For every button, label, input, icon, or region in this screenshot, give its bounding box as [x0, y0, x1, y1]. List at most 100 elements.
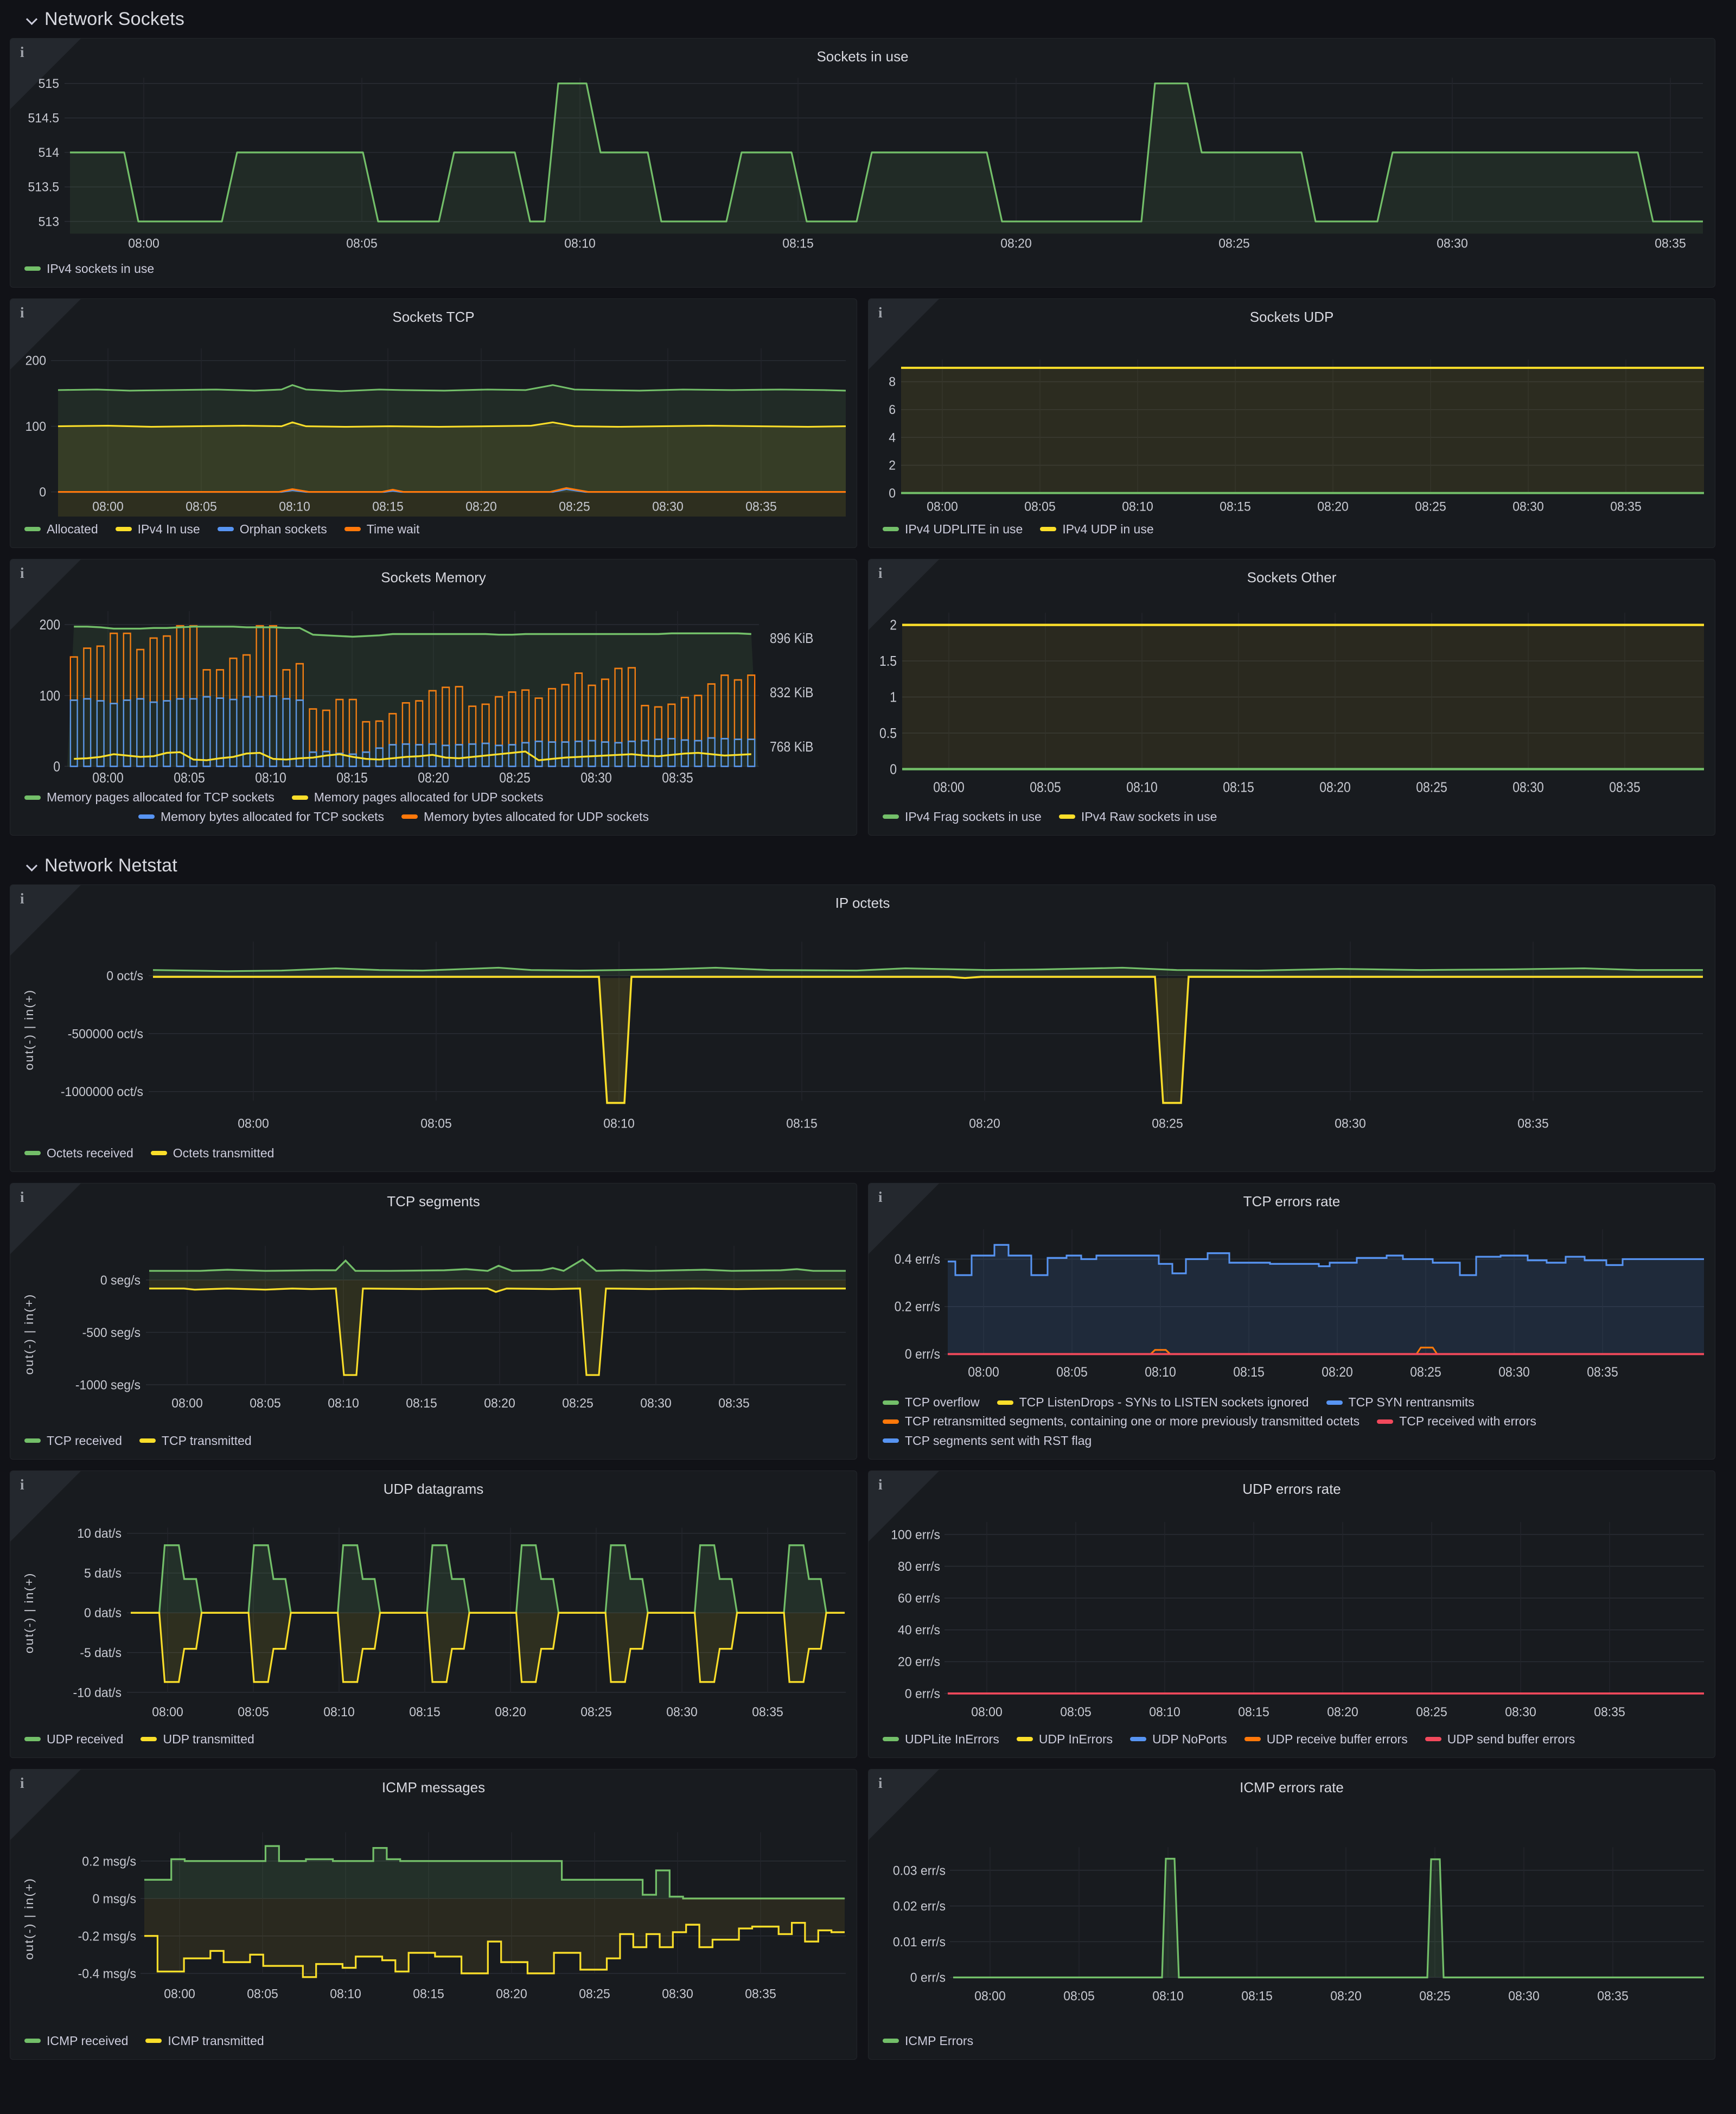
info-icon[interactable]: i — [20, 44, 24, 60]
svg-text:08:10: 08:10 — [1152, 1989, 1184, 2004]
panel-row: i UDP datagrams — [10, 1470, 1726, 1758]
legend-item[interactable]: IPv4 In use — [115, 522, 200, 536]
svg-text:08:30: 08:30 — [662, 1987, 693, 2002]
svg-text:08:20: 08:20 — [1319, 780, 1351, 795]
plot-area: 2 1.5 1 0.5 0 08:00 08:05 08:10 08:15 — [869, 588, 1715, 804]
y-axis-title: out(-) | in(+) — [22, 1294, 35, 1375]
legend-label: UDP NoPorts — [1152, 1731, 1227, 1746]
legend-item[interactable]: Octets transmitted — [150, 1146, 274, 1160]
chevron-down-icon[interactable] — [26, 859, 38, 871]
legend-item[interactable]: TCP overflow — [883, 1395, 980, 1409]
info-icon[interactable]: i — [20, 1189, 24, 1205]
panel-sockets-udp[interactable]: i Sockets UDP — [868, 298, 1715, 548]
panel-row: i ICMP messages — [10, 1769, 1726, 2060]
panel-icmp-errors-rate[interactable]: i ICMP errors rate — [868, 1769, 1715, 2060]
info-icon[interactable]: i — [878, 565, 883, 581]
legend-item[interactable]: UDP receive buffer errors — [1244, 1732, 1408, 1746]
legend-item[interactable]: TCP retransmitted segments, containing o… — [883, 1415, 1360, 1428]
legend-item[interactable]: Memory bytes allocated for TCP sockets — [138, 810, 384, 824]
svg-text:0: 0 — [53, 759, 60, 775]
panel-title: Sockets TCP — [392, 309, 475, 325]
info-icon[interactable]: i — [878, 1775, 883, 1791]
legend-item[interactable]: UDP NoPorts — [1130, 1731, 1227, 1746]
legend-item[interactable]: Memory pages allocated for UDP sockets — [291, 791, 543, 804]
info-icon[interactable]: i — [20, 890, 24, 907]
legend-color-swatch — [138, 814, 155, 819]
panel-legend: IPv4 sockets in use — [10, 256, 1715, 287]
y-axis-title: out(-) | in(+) — [22, 1572, 35, 1653]
legend-item[interactable]: Time wait — [344, 522, 419, 536]
legend-color-swatch — [217, 527, 234, 532]
legend-item[interactable]: TCP ListenDrops - SYNs to LISTEN sockets… — [997, 1395, 1309, 1409]
svg-text:2: 2 — [889, 458, 896, 472]
legend-item[interactable]: IPv4 Raw sockets in use — [1058, 810, 1217, 824]
series-icmp-transmitted — [144, 1922, 845, 1978]
panel-legend: ICMP received ICMP transmitted — [10, 2028, 857, 2059]
svg-text:08:35: 08:35 — [745, 499, 777, 513]
panel-udp-datagrams[interactable]: i UDP datagrams — [10, 1470, 857, 1758]
panel-legend: UDP received UDP transmitted — [10, 1727, 857, 1758]
section-title: Network Netstat — [44, 855, 177, 876]
panel-sockets-other[interactable]: i Sockets Other — [868, 559, 1715, 836]
legend-item[interactable]: IPv4 UDP in use — [1040, 522, 1154, 536]
legend-item[interactable]: TCP received — [24, 1434, 122, 1448]
panel-sockets-in-use[interactable]: i Sockets in use — [10, 38, 1715, 288]
svg-text:08:35: 08:35 — [1587, 1365, 1618, 1380]
legend-item[interactable]: ICMP transmitted — [145, 2034, 264, 2048]
legend-item[interactable]: TCP received with errors — [1377, 1415, 1536, 1428]
svg-text:08:15: 08:15 — [1238, 1704, 1269, 1719]
svg-text:514: 514 — [39, 145, 59, 160]
legend-item[interactable]: TCP segments sent with RST flag — [883, 1434, 1092, 1448]
legend-item[interactable]: UDP received — [24, 1732, 123, 1746]
info-icon[interactable]: i — [20, 1476, 24, 1493]
svg-text:08:25: 08:25 — [579, 1987, 610, 2002]
panel-sockets-tcp[interactable]: i Sockets TCP — [10, 298, 857, 548]
svg-text:08:25: 08:25 — [1416, 780, 1447, 795]
panel-udp-errors-rate[interactable]: i UDP errors rate — [868, 1470, 1715, 1758]
svg-text:08:25: 08:25 — [562, 1396, 593, 1410]
x-axis-labels: 08:00 08:05 08:10 08:15 08:20 08:25 08:3… — [968, 1365, 1618, 1380]
panel-tcp-segments[interactable]: i TCP segments — [10, 1183, 857, 1460]
legend-item[interactable]: TCP SYN rentransmits — [1326, 1395, 1475, 1409]
info-icon[interactable]: i — [20, 565, 24, 581]
svg-text:100 err/s: 100 err/s — [891, 1527, 940, 1542]
section-header-network-sockets[interactable]: Network Sockets — [10, 0, 1726, 38]
legend-item[interactable]: Orphan sockets — [217, 522, 327, 536]
grid-lines — [944, 1521, 1704, 1694]
chevron-down-icon[interactable] — [26, 13, 38, 25]
panel-sockets-memory[interactable]: i Sockets Memory — [10, 559, 857, 836]
svg-text:08:00: 08:00 — [927, 499, 958, 513]
panel-legend: Octets received Octets transmitted — [10, 1141, 1715, 1171]
legend-item[interactable]: IPv4 UDPLITE in use — [883, 522, 1023, 536]
panel-tcp-errors-rate[interactable]: i TCP errors rate — [868, 1183, 1715, 1460]
legend-item[interactable]: ICMP received — [24, 2034, 128, 2048]
svg-text:5 dat/s: 5 dat/s — [84, 1566, 122, 1581]
series-tcp-received — [149, 1258, 846, 1280]
svg-text:0 seg/s: 0 seg/s — [100, 1273, 141, 1288]
info-icon[interactable]: i — [20, 1775, 24, 1791]
series-udp-pages — [74, 750, 751, 761]
legend-item[interactable]: TCP transmitted — [139, 1434, 252, 1448]
legend-color-swatch — [24, 1151, 41, 1156]
legend-item[interactable]: UDP transmitted — [141, 1732, 254, 1746]
legend-item[interactable]: UDP InErrors — [1016, 1732, 1113, 1746]
legend-item[interactable]: UDPLite InErrors — [883, 1732, 999, 1746]
legend-item[interactable]: Allocated — [24, 522, 98, 536]
info-icon[interactable]: i — [20, 304, 24, 321]
legend-color-swatch — [401, 814, 418, 819]
legend-item[interactable]: ICMP Errors — [883, 2034, 973, 2048]
legend-color-swatch — [883, 1400, 899, 1405]
legend-item[interactable]: UDP send buffer errors — [1425, 1732, 1575, 1746]
info-icon[interactable]: i — [878, 1476, 883, 1493]
info-icon[interactable]: i — [878, 304, 883, 321]
panel-ip-octets[interactable]: i IP octets — [10, 884, 1715, 1172]
legend-item[interactable]: IPv4 sockets in use — [24, 262, 154, 276]
panel-icmp-messages[interactable]: i ICMP messages — [10, 1769, 857, 2060]
legend-item[interactable]: Octets received — [24, 1146, 133, 1160]
info-icon[interactable]: i — [878, 1189, 883, 1205]
legend-item[interactable]: Memory pages allocated for TCP sockets — [24, 791, 275, 804]
section-header-network-netstat[interactable]: Network Netstat — [10, 846, 1726, 884]
y-axis-labels: 0.4 err/s 0.2 err/s 0 err/s — [895, 1252, 940, 1362]
legend-item[interactable]: Memory bytes allocated for UDP sockets — [401, 810, 649, 824]
legend-item[interactable]: IPv4 Frag sockets in use — [883, 810, 1042, 824]
